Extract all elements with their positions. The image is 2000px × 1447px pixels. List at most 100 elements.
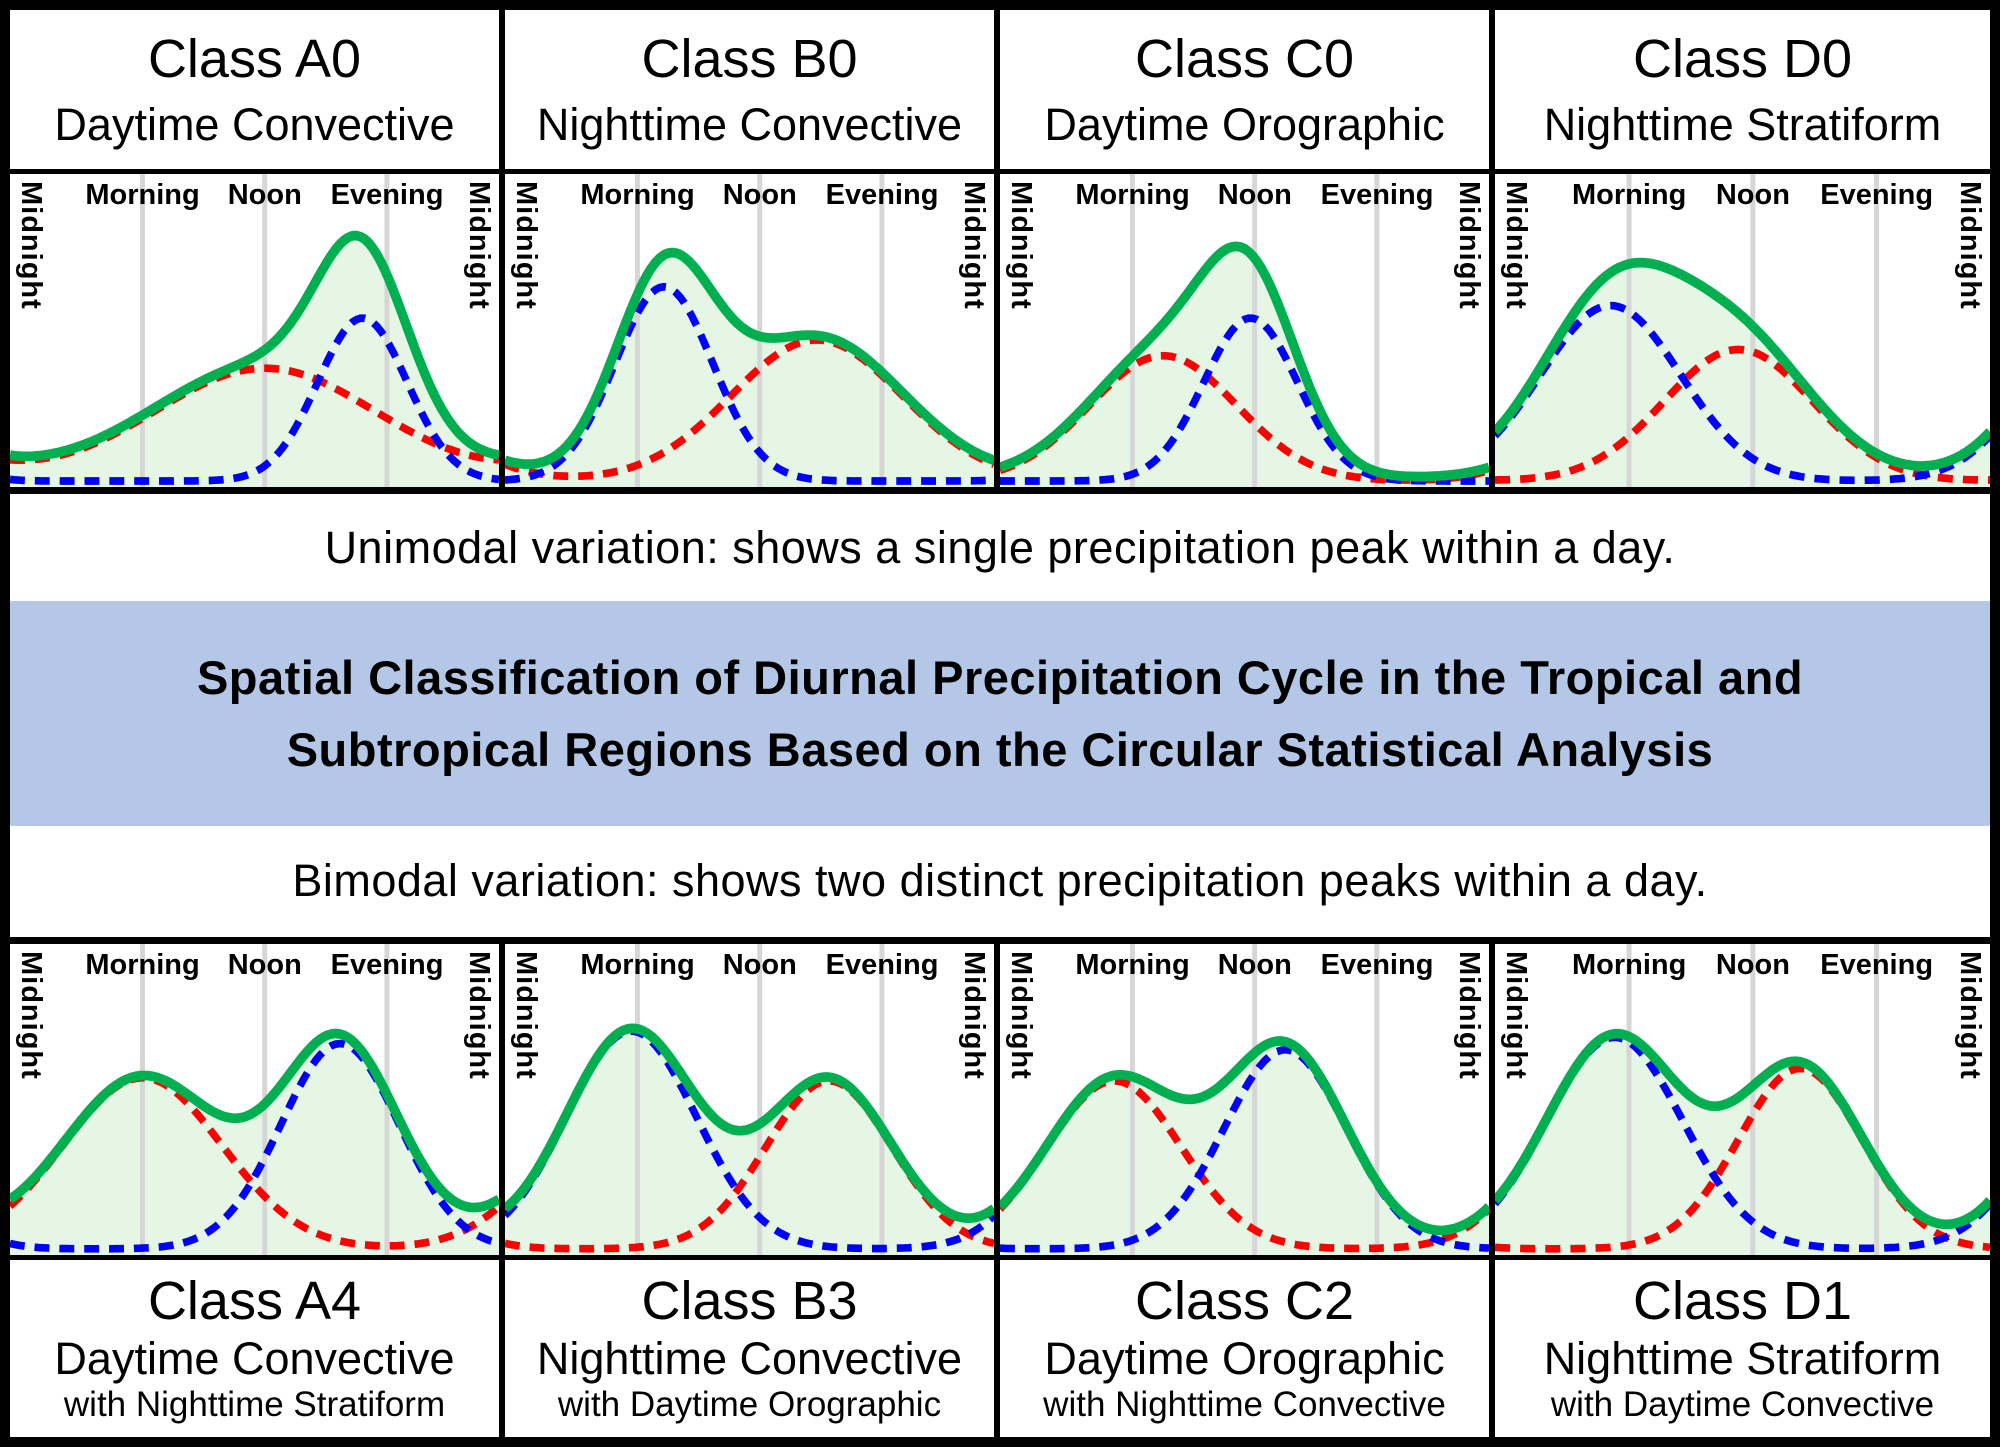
x-tick-morning: Morning	[1571, 948, 1687, 981]
class-type-label: Daytime Convective	[54, 1332, 455, 1384]
diurnal-cycle-chart: Midnight Morning Noon Evening Midnight	[10, 174, 499, 488]
class-type-label: Daytime Orographic	[1044, 1332, 1445, 1384]
diurnal-cycle-chart: Midnight Morning Noon Evening Midnight	[1495, 174, 1990, 488]
x-tick-midnight-left: Midnight	[510, 950, 542, 1080]
diurnal-cycle-chart: Midnight Morning Noon Evening Midnight	[505, 174, 994, 488]
x-tick-evening: Evening	[330, 179, 444, 211]
diurnal-cycle-plot	[1495, 943, 1990, 1255]
panel-title: Class D1 Nighttime Stratiform with Dayti…	[1495, 1254, 1990, 1437]
class-name: Class C2	[1134, 1271, 1355, 1332]
bimodal-caption: Bimodal variation: shows two distinct pr…	[292, 855, 1708, 907]
diurnal-cycle-chart: Midnight Morning Noon Evening Midnight	[505, 943, 994, 1255]
panel-title: Class D0 Nighttime Stratiform	[1495, 10, 1990, 174]
diurnal-cycle-plot	[1000, 943, 1489, 1255]
panel-title: Class B0 Nighttime Convective	[505, 10, 994, 174]
x-tick-morning: Morning	[1571, 179, 1687, 211]
panel-title: Class B3 Nighttime Convective with Dayti…	[505, 1254, 994, 1437]
x-tick-noon: Noon	[227, 948, 302, 981]
x-tick-evening: Evening	[1320, 179, 1434, 211]
class-panel-C2: Midnight Morning Noon Evening Midnight C…	[1000, 943, 1495, 1437]
diurnal-cycle-plot	[10, 174, 499, 488]
x-tick-evening: Evening	[330, 948, 444, 981]
class-type-label: Daytime Convective	[54, 99, 455, 151]
x-tick-evening: Evening	[825, 179, 939, 211]
diurnal-cycle-chart: Midnight Morning Noon Evening Midnight	[1000, 943, 1489, 1255]
x-tick-midnight-left: Midnight	[1500, 181, 1532, 310]
class-subtype-label: with Daytime Convective	[1550, 1385, 1935, 1425]
class-panel-A4: Midnight Morning Noon Evening Midnight C…	[10, 943, 505, 1437]
x-tick-noon: Noon	[1715, 948, 1790, 981]
x-tick-morning: Morning	[85, 948, 200, 981]
class-panel-D0: Class D0 Nighttime Stratiform Midnight M…	[1495, 10, 1990, 488]
class-panel-B0: Class B0 Nighttime Convective Midnight M…	[505, 10, 1000, 488]
x-tick-midnight-left: Midnight	[1005, 181, 1037, 310]
class-name: Class B0	[641, 28, 858, 89]
class-type-label: Nighttime Stratiform	[1543, 1332, 1942, 1384]
banner-title-line-1: Spatial Classification of Diurnal Precip…	[196, 651, 1804, 705]
panel-title: Class C2 Daytime Orographic with Nightti…	[1000, 1254, 1489, 1437]
x-tick-morning: Morning	[85, 179, 200, 211]
diurnal-cycle-chart: Midnight Morning Noon Evening Midnight	[1000, 174, 1489, 488]
class-type-label: Nighttime Convective	[536, 1332, 963, 1384]
panel-title: Class A4 Daytime Convective with Nightti…	[10, 1254, 499, 1437]
x-tick-midnight-right: Midnight	[463, 950, 495, 1080]
class-type-label: Nighttime Convective	[536, 99, 963, 151]
x-tick-evening: Evening	[1820, 948, 1934, 981]
x-tick-midnight-right: Midnight	[1954, 181, 1986, 310]
diurnal-cycle-plot	[505, 943, 994, 1255]
x-tick-midnight-left: Midnight	[15, 181, 47, 310]
diurnal-cycle-plot	[1000, 174, 1489, 488]
unimodal-caption: Unimodal variation: shows a single preci…	[324, 521, 1676, 573]
x-tick-noon: Noon	[1217, 948, 1292, 981]
class-name: Class B3	[641, 1271, 858, 1332]
class-panel-D1: Midnight Morning Noon Evening Midnight C…	[1495, 943, 1990, 1437]
panel-title: Class C0 Daytime Orographic	[1000, 10, 1489, 174]
title-banner: Spatial Classification of Diurnal Precip…	[10, 601, 1990, 826]
x-tick-noon: Noon	[227, 179, 302, 211]
x-tick-midnight-left: Midnight	[1005, 950, 1037, 1080]
class-subtype-label: with Nighttime Convective	[1043, 1385, 1446, 1425]
x-tick-midnight-right: Midnight	[1453, 950, 1485, 1080]
class-panel-A0: Class A0 Daytime Convective Midnight Mor…	[10, 10, 505, 488]
x-tick-midnight-left: Midnight	[510, 181, 542, 310]
x-tick-noon: Noon	[1715, 179, 1790, 211]
class-type-label: Daytime Orographic	[1044, 99, 1445, 151]
class-panel-B3: Midnight Morning Noon Evening Midnight C…	[505, 943, 1000, 1437]
x-tick-noon: Noon	[722, 179, 797, 211]
x-tick-midnight-left: Midnight	[1500, 950, 1532, 1080]
diurnal-cycle-plot	[1495, 174, 1990, 488]
x-tick-midnight-right: Midnight	[958, 181, 990, 310]
x-tick-midnight-right: Midnight	[958, 950, 990, 1080]
x-tick-morning: Morning	[580, 948, 695, 981]
x-tick-morning: Morning	[580, 179, 695, 211]
x-tick-evening: Evening	[1820, 179, 1934, 211]
bottom-row: Midnight Morning Noon Evening Midnight C…	[10, 936, 1990, 1437]
class-subtype-label: with Daytime Orographic	[557, 1385, 942, 1425]
panel-title: Class A0 Daytime Convective	[10, 10, 499, 174]
class-subtype-label: with Nighttime Stratiform	[63, 1385, 446, 1425]
x-tick-midnight-right: Midnight	[463, 181, 495, 310]
x-tick-evening: Evening	[825, 948, 939, 981]
class-name: Class C0	[1134, 28, 1355, 89]
x-tick-morning: Morning	[1075, 179, 1190, 211]
unimodal-caption-strip: Unimodal variation: shows a single preci…	[10, 494, 1990, 601]
x-tick-morning: Morning	[1075, 948, 1190, 981]
x-tick-midnight-right: Midnight	[1453, 181, 1485, 310]
class-type-label: Nighttime Stratiform	[1543, 99, 1942, 151]
x-tick-evening: Evening	[1320, 948, 1434, 981]
banner-title-line-2: Subtropical Regions Based on the Circula…	[286, 722, 1714, 776]
class-name: Class A4	[147, 1271, 362, 1332]
class-name: Class D0	[1632, 28, 1853, 89]
diurnal-cycle-chart: Midnight Morning Noon Evening Midnight	[1495, 943, 1990, 1255]
diurnal-cycle-plot	[10, 943, 499, 1255]
x-tick-noon: Noon	[722, 948, 797, 981]
class-name: Class A0	[147, 28, 362, 89]
bimodal-caption-strip: Bimodal variation: shows two distinct pr…	[10, 826, 1990, 937]
top-row: Class A0 Daytime Convective Midnight Mor…	[10, 10, 1990, 495]
x-tick-noon: Noon	[1217, 179, 1292, 211]
x-tick-midnight-left: Midnight	[15, 950, 47, 1080]
x-tick-midnight-right: Midnight	[1954, 950, 1986, 1080]
class-panel-C0: Class C0 Daytime Orographic Midnight Mor…	[1000, 10, 1495, 488]
class-name: Class D1	[1632, 1271, 1853, 1332]
